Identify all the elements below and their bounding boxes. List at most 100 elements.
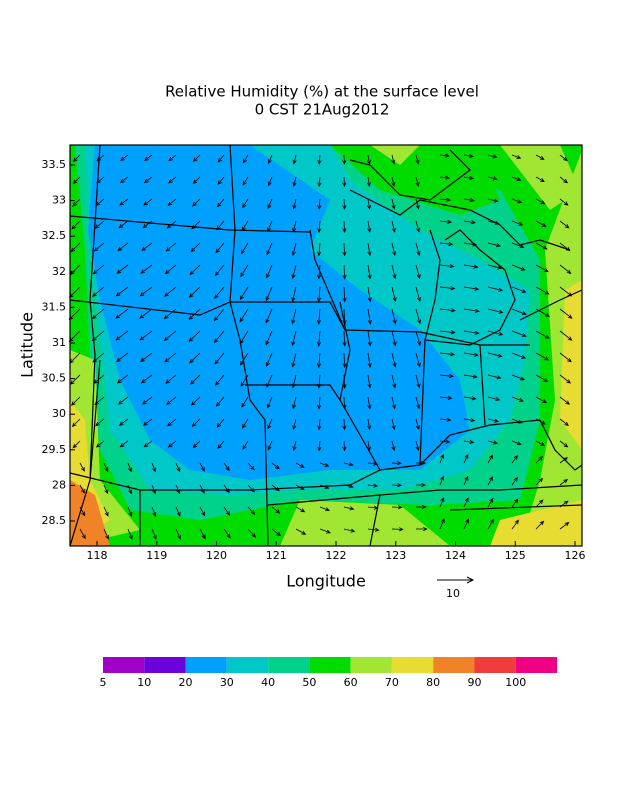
wind-arrow <box>559 286 573 297</box>
wind-arrow <box>144 154 153 161</box>
wind-arrow <box>367 352 372 368</box>
x-axis-label: Longitude <box>286 572 366 591</box>
wind-arrow <box>140 374 153 384</box>
wind-arrow <box>103 506 109 517</box>
x-tick-label: 126 <box>565 549 586 562</box>
wind-arrow <box>223 528 231 539</box>
wind-vectors <box>68 153 573 540</box>
wind-arrow <box>92 286 105 297</box>
wind-arrow <box>391 461 402 466</box>
x-tick-label: 123 <box>385 549 406 562</box>
wind-arrow <box>239 286 249 301</box>
wind-arrow <box>316 352 322 369</box>
wind-arrow <box>511 396 524 402</box>
wind-arrow <box>239 330 249 345</box>
wind-arrow <box>188 286 201 298</box>
wind-arrow <box>511 476 518 486</box>
colorbar-box <box>226 657 269 673</box>
wind-arrow <box>292 396 297 410</box>
wind-arrow <box>265 352 273 367</box>
wind-arrow <box>559 308 573 319</box>
wind-arrow <box>511 264 526 271</box>
wind-arrow <box>266 242 273 256</box>
wind-arrow <box>487 154 498 159</box>
wind-arrow <box>167 418 177 427</box>
wind-arrow <box>215 242 225 254</box>
colorbar-box <box>268 657 310 673</box>
wind-arrow <box>367 220 372 233</box>
wind-arrow <box>91 330 105 342</box>
colorbar-box <box>433 657 475 673</box>
wind-arrow <box>118 220 129 229</box>
wind-arrow <box>317 242 322 257</box>
wind-arrow <box>342 308 347 325</box>
wind-arrow <box>240 352 249 366</box>
colorbar-label: 30 <box>220 676 234 689</box>
wind-arrow <box>367 505 379 510</box>
wind-arrow <box>292 176 297 187</box>
wind-arrow <box>342 396 347 410</box>
wind-arrow <box>291 264 297 280</box>
wind-arrow <box>242 176 249 186</box>
colorbar-label: 5 <box>100 676 107 689</box>
wind-arrow <box>291 286 297 303</box>
wind-arrow <box>559 176 569 184</box>
title-line: Relative Humidity (%) at the surface lev… <box>165 83 479 101</box>
wind-arrow <box>343 462 354 467</box>
wind-arrow <box>317 374 322 389</box>
y-tick-label: 31.5 <box>42 300 67 313</box>
wind-arrow <box>120 154 129 161</box>
wind-arrow <box>115 308 129 319</box>
wind-arrow <box>265 308 273 324</box>
colorbar-box <box>474 657 516 673</box>
wind-arrow <box>487 374 502 380</box>
wind-arrow <box>71 220 81 230</box>
wind-arrow <box>511 454 518 464</box>
wind-arrow <box>95 418 105 427</box>
wind-arrow <box>292 198 297 210</box>
wind-arrow <box>267 418 273 430</box>
wind-arrow <box>342 242 347 257</box>
wind-arrow <box>241 220 249 232</box>
wind-arrow <box>463 374 478 379</box>
wind-arrow <box>391 505 403 510</box>
wind-arrow <box>559 154 568 162</box>
wind-arrow <box>439 264 455 269</box>
y-tick-label: 28 <box>52 478 66 491</box>
wind-arrow <box>535 374 549 382</box>
wind-arrow <box>487 198 499 203</box>
wind-arrow <box>439 352 455 357</box>
wind-arrow <box>292 440 297 452</box>
wind-arrow <box>291 374 297 389</box>
wind-arrow <box>487 286 504 292</box>
wind-arrow <box>141 242 153 252</box>
wind-arrow <box>559 352 572 363</box>
wind-arrow <box>319 528 331 534</box>
wind-arrow <box>439 475 445 486</box>
wind-arrow <box>94 220 105 229</box>
wind-arrow <box>535 198 546 205</box>
wind-arrow <box>463 264 479 269</box>
wind-arrow <box>559 522 570 530</box>
wind-arrow <box>247 506 256 515</box>
x-tick-label: 118 <box>87 549 108 562</box>
wind-arrow <box>267 220 273 233</box>
wind-arrow <box>487 518 494 530</box>
wind-arrow <box>119 198 129 206</box>
title-line: 0 CST 21Aug2012 <box>255 101 390 119</box>
wind-arrow <box>175 506 181 517</box>
wind-arrow <box>223 462 230 472</box>
wind-arrow <box>559 479 569 486</box>
wind-arrow <box>167 440 177 448</box>
wind-arrow <box>415 482 427 488</box>
wind-arrow <box>559 440 569 448</box>
wind-arrow <box>439 518 445 530</box>
wind-arrow <box>139 286 153 297</box>
wind-arrow <box>72 154 81 162</box>
wind-arrow <box>291 308 297 325</box>
wind-arrow <box>367 374 372 389</box>
wind-arrow <box>72 198 81 207</box>
wind-arrow <box>223 506 231 516</box>
reference-vector-label: 10 <box>446 587 460 600</box>
wind-arrow <box>214 352 225 365</box>
